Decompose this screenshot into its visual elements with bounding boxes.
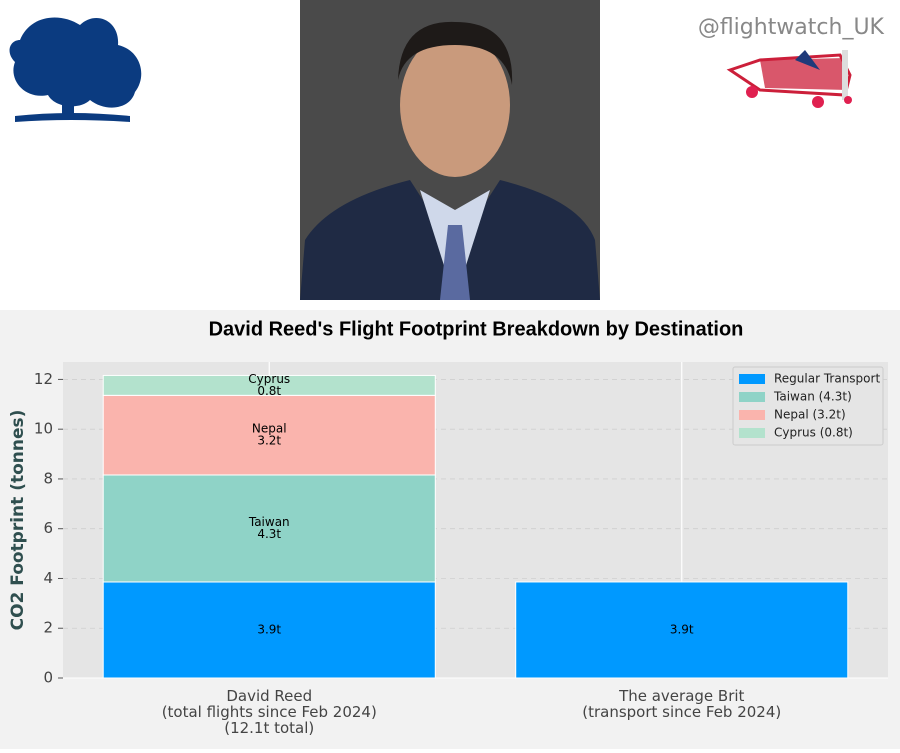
y-tick-label: 12	[34, 370, 53, 388]
handle: @flightwatch_UK	[698, 15, 885, 40]
bar-segment	[102, 394, 436, 476]
segment-label: Nepal	[252, 422, 287, 436]
y-tick-label: 0	[43, 669, 53, 687]
legend-label: Regular Transport	[774, 372, 880, 386]
bar-segment	[102, 374, 436, 396]
value-label: 3.9t	[257, 622, 281, 636]
value-label: 3.2t	[257, 434, 281, 448]
y-tick-label: 8	[43, 469, 53, 487]
value-label: 3.9t	[670, 622, 694, 636]
y-tick-label: 4	[43, 569, 53, 587]
chart-title: David Reed's Flight Footprint Breakdown …	[209, 318, 744, 340]
segment-label: Taiwan	[248, 515, 290, 529]
bar-segment	[515, 581, 849, 679]
legend-swatch	[739, 392, 765, 402]
y-tick-label: 10	[34, 420, 53, 438]
legend-label: Cyprus (0.8t)	[774, 426, 853, 440]
legend: Regular Transport Taiwan (4.3t) Nepal (3.2…	[732, 366, 884, 446]
legend-box	[732, 366, 884, 446]
value-label: 0.8t	[257, 384, 281, 398]
x-tick-label: The average Brit (transport since Feb 202…	[582, 687, 781, 721]
segment-label: Cyprus	[248, 372, 290, 386]
legend-label: Taiwan (4.3t)	[773, 390, 852, 404]
bar-segment	[102, 474, 436, 583]
y-tick-label: 6	[43, 519, 53, 537]
bar-segment	[102, 581, 436, 679]
portrait-photo	[300, 0, 600, 300]
legend-swatch	[739, 410, 765, 420]
x-tick-label: David Reed (total flights since Feb 2024)…	[162, 687, 377, 737]
legend-swatch	[739, 428, 765, 438]
plane-icon	[726, 50, 852, 108]
legend-label: Nepal (3.2t)	[774, 408, 846, 422]
y-axis-label: CO2 Footprint (tonnes)	[8, 410, 28, 631]
party-logo	[9, 17, 142, 122]
y-tick-label: 2	[43, 619, 53, 637]
value-label: 4.3t	[257, 527, 281, 541]
legend-swatch	[739, 374, 765, 384]
